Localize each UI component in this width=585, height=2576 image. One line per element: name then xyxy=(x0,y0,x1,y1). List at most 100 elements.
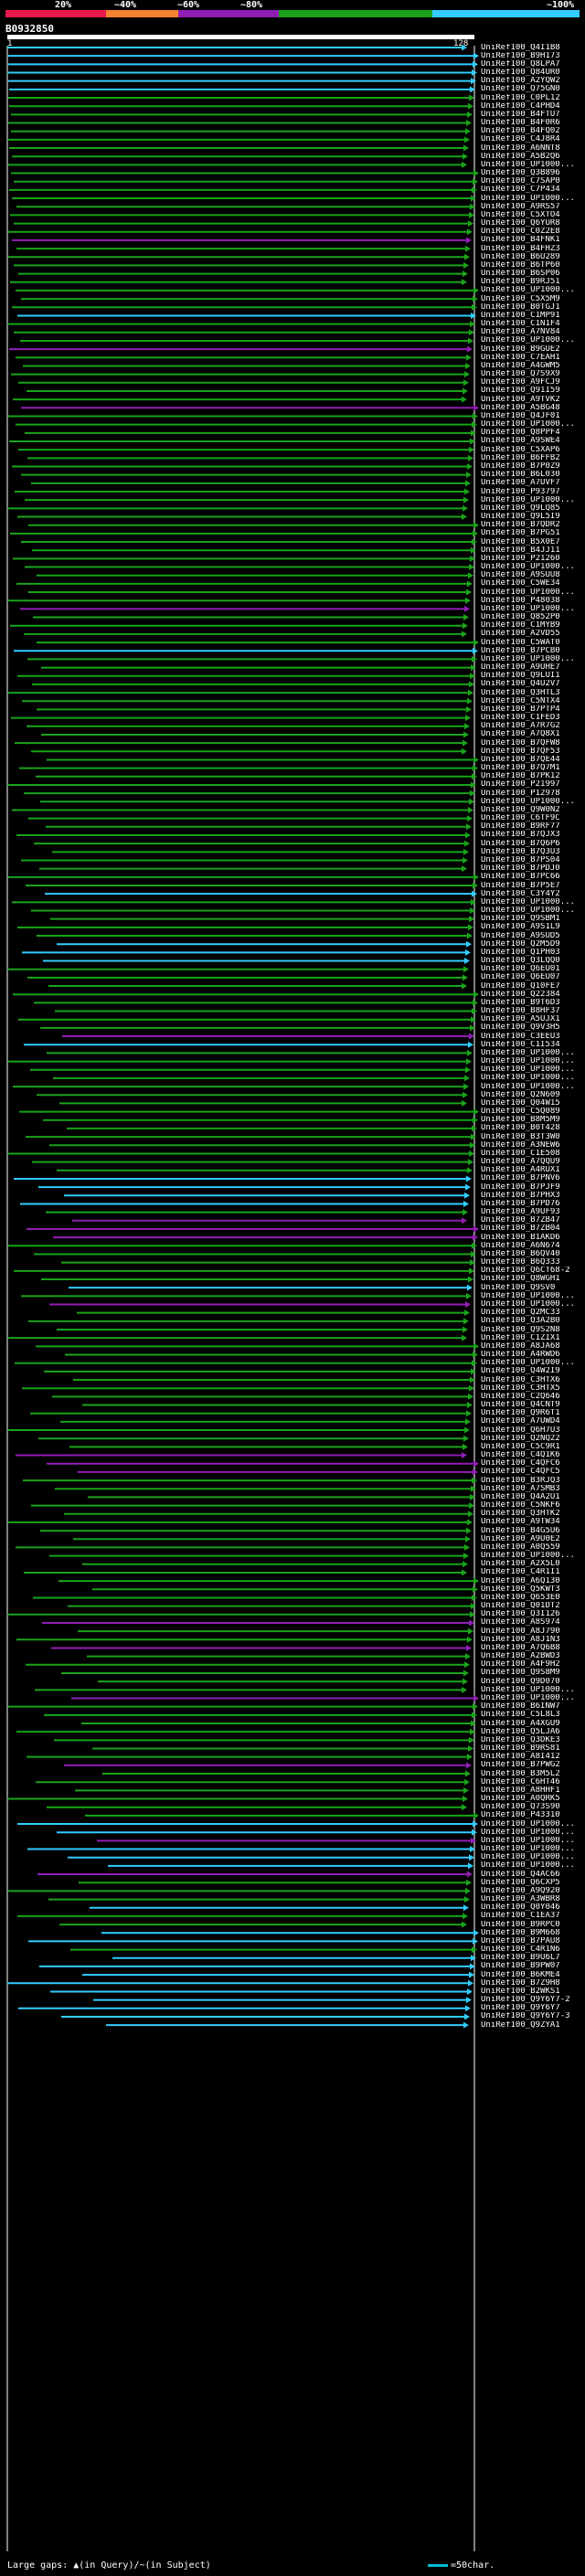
hit-label[interactable]: UniRef100_Q4AC66 xyxy=(481,1870,560,1879)
hit-label[interactable]: UniRef100_C1I534 xyxy=(481,1040,560,1049)
hit-label[interactable]: UniRef100_C1EA37 xyxy=(481,1912,560,1921)
hit-label[interactable]: UniRef100_Q2NQ22 xyxy=(481,1434,560,1443)
hit-label[interactable]: UniRef100_C5XAP6 xyxy=(481,445,560,454)
hit-label[interactable]: UniRef100_C4Q1K6 xyxy=(481,1451,560,1460)
hit-label[interactable]: UniRef100_UP1000... xyxy=(481,1552,575,1561)
hit-label[interactable]: UniRef100_A6Q130 xyxy=(481,1576,560,1585)
hit-label[interactable]: UniRef100_A5B2Q6 xyxy=(481,152,560,161)
hit-label[interactable]: UniRef100_A9SUU8 xyxy=(481,571,560,580)
hit-label[interactable]: UniRef100_UP1000... xyxy=(481,1359,575,1368)
hit-label[interactable]: UniRef100_B0T428 xyxy=(481,1124,560,1133)
hit-label[interactable]: UniRef100_A7R7G2 xyxy=(481,722,560,731)
hit-label[interactable]: UniRef100_B9RF77 xyxy=(481,822,560,832)
hit-label[interactable]: UniRef100_C0PL12 xyxy=(481,93,560,102)
hit-label[interactable]: UniRef100_Q6EU01 xyxy=(481,965,560,974)
hit-label[interactable]: UniRef100_B3RJQ3 xyxy=(481,1476,560,1485)
hit-label[interactable]: UniRef100_Q9LUI1 xyxy=(481,672,560,681)
hit-label[interactable]: UniRef100_C5NKF6 xyxy=(481,1501,560,1511)
hit-label[interactable]: UniRef100_UP1000... xyxy=(481,906,575,915)
hit-label[interactable]: UniRef100_Q91I59 xyxy=(481,387,560,396)
hit-label[interactable]: UniRef100_UP1000... xyxy=(481,1845,575,1854)
hit-label[interactable]: UniRef100_Q6YUR8 xyxy=(481,219,560,228)
hit-label[interactable]: UniRef100_UP1000... xyxy=(481,495,575,504)
hit-label[interactable]: UniRef100_C5XTO4 xyxy=(481,210,560,219)
hit-label[interactable]: UniRef100_B7QE44 xyxy=(481,755,560,764)
hit-label[interactable]: UniRef100_UP1000... xyxy=(481,1048,575,1057)
hit-label[interactable]: UniRef100_A8I412 xyxy=(481,1753,560,1762)
hit-label[interactable]: UniRef100_C7SAP0 xyxy=(481,177,560,186)
hit-label[interactable]: UniRef100_Q6CT68-2 xyxy=(481,1267,570,1276)
hit-label[interactable]: UniRef100_Q04W15 xyxy=(481,1098,560,1108)
hit-label[interactable]: UniRef100_B9RS81 xyxy=(481,1744,560,1753)
hit-label[interactable]: UniRef100_A8JA68 xyxy=(481,1341,560,1351)
hit-label[interactable]: UniRef100_A8J1N3 xyxy=(481,1635,560,1644)
hit-label[interactable]: UniRef100_Q22384 xyxy=(481,990,560,999)
hit-label[interactable]: UniRef100_P21260 xyxy=(481,554,560,563)
hit-label[interactable]: UniRef100_Q3B896 xyxy=(481,169,560,178)
hit-label[interactable]: UniRef100_B2WKS1 xyxy=(481,1987,560,1996)
hit-label[interactable]: UniRef100_B7Q3U3 xyxy=(481,847,560,856)
hit-label[interactable]: UniRef100_A9SUD5 xyxy=(481,931,560,940)
hit-label[interactable]: UniRef100_C1FED3 xyxy=(481,714,560,723)
hit-label[interactable]: UniRef100_Q1PH03 xyxy=(481,948,560,957)
hit-label[interactable]: UniRef100_Q5KWT3 xyxy=(481,1585,560,1594)
hit-label[interactable]: UniRef100_B6U289 xyxy=(481,252,560,261)
hit-label[interactable]: UniRef100_A9UHE7 xyxy=(481,663,560,673)
hit-label[interactable]: UniRef100_B4FNK1 xyxy=(481,236,560,245)
hit-label[interactable]: UniRef100_C4QFC6 xyxy=(481,1459,560,1468)
hit-label[interactable]: UniRef100_UP1000... xyxy=(481,1819,575,1829)
hit-label[interactable]: UniRef100_Q84UR0 xyxy=(481,69,560,77)
hit-label[interactable]: UniRef100_C5NTX4 xyxy=(481,696,560,705)
hit-label[interactable]: UniRef100_UP1000... xyxy=(481,1828,575,1837)
hit-label[interactable]: UniRef100_UP1000... xyxy=(481,336,575,345)
hit-label[interactable]: UniRef100_A2X5L0 xyxy=(481,1560,560,1569)
hit-label[interactable]: UniRef100_B4FTU7 xyxy=(481,110,560,119)
hit-label[interactable]: UniRef100_P48038 xyxy=(481,596,560,605)
hit-label[interactable]: UniRef100_C5X5M9 xyxy=(481,294,560,303)
hit-label[interactable]: UniRef100_Q9Y6Y7-2 xyxy=(481,1996,570,2005)
hit-label[interactable]: UniRef100_UP1000... xyxy=(481,194,575,203)
hit-label[interactable]: UniRef100_Q852P0 xyxy=(481,613,560,622)
hit-label[interactable]: UniRef100_Q0Y046 xyxy=(481,1903,560,1913)
hit-label[interactable]: UniRef100_A2VD55 xyxy=(481,630,560,639)
hit-label[interactable]: UniRef100_Q3LQQ0 xyxy=(481,957,560,966)
hit-label[interactable]: UniRef100_C5WE34 xyxy=(481,579,560,588)
hit-label[interactable]: UniRef100_B6SP06 xyxy=(481,270,560,279)
hit-label[interactable]: UniRef100_Q75GN0 xyxy=(481,85,560,94)
hit-label[interactable]: UniRef100_Q6EU07 xyxy=(481,973,560,982)
hit-label[interactable]: UniRef100_Q9D070 xyxy=(481,1677,560,1686)
hit-label[interactable]: UniRef100_C4R1I1 xyxy=(481,1568,560,1577)
hit-label[interactable]: UniRef100_B7PWG2 xyxy=(481,1761,560,1770)
hit-label[interactable]: UniRef100_UP1000... xyxy=(481,604,575,613)
hit-label[interactable]: UniRef100_Q2M5D9 xyxy=(481,939,560,949)
hit-label[interactable]: UniRef100_UP1000... xyxy=(481,588,575,597)
hit-label[interactable]: UniRef100_Q6H7U3 xyxy=(481,1426,560,1435)
hit-label[interactable]: UniRef100_B3T3W0 xyxy=(481,1132,560,1141)
hit-label[interactable]: UniRef100_B7Q6P6 xyxy=(481,839,560,848)
hit-label[interactable]: UniRef100_C5WAT0 xyxy=(481,638,560,647)
hit-label[interactable]: UniRef100_B4FQ02 xyxy=(481,127,560,136)
hit-label[interactable]: UniRef100_B7PTP4 xyxy=(481,705,560,714)
hit-label[interactable]: UniRef100_B1AKD6 xyxy=(481,1233,560,1242)
hit-label[interactable]: UniRef100_B7PHX3 xyxy=(481,1191,560,1200)
hit-label[interactable]: UniRef100_C1E508 xyxy=(481,1149,560,1158)
hit-label[interactable]: UniRef100_C1MYB9 xyxy=(481,621,560,631)
hit-label[interactable]: UniRef100_B7PJF9 xyxy=(481,1182,560,1192)
hit-label[interactable]: UniRef100_A3WBR8 xyxy=(481,1895,560,1904)
hit-label[interactable]: UniRef100_C7EAH1 xyxy=(481,353,560,362)
hit-label[interactable]: UniRef100_B7PK12 xyxy=(481,772,560,781)
hit-label[interactable]: UniRef100_C6HT46 xyxy=(481,1777,560,1786)
hit-label[interactable]: UniRef100_B7ZB47 xyxy=(481,1216,560,1225)
hit-label[interactable]: UniRef100_P43310 xyxy=(481,1811,560,1820)
hit-label[interactable]: UniRef100_B7ZB04 xyxy=(481,1224,560,1234)
hit-label[interactable]: UniRef100_B7PCB0 xyxy=(481,646,560,655)
hit-label[interactable]: UniRef100_B5X0E7 xyxy=(481,537,560,546)
hit-label[interactable]: UniRef100_B6Q333 xyxy=(481,1258,560,1267)
hit-label[interactable]: UniRef100_Q4CNT9 xyxy=(481,1401,560,1410)
hit-label[interactable]: UniRef100_A4GWM5 xyxy=(481,361,560,370)
hit-label[interactable]: UniRef100_Q9W0N2 xyxy=(481,805,560,814)
hit-label[interactable]: UniRef100_UP1000... xyxy=(481,897,575,906)
hit-label[interactable]: UniRef100_UP1000... xyxy=(481,1861,575,1871)
hit-label[interactable]: UniRef100_A9TVK2 xyxy=(481,395,560,404)
hit-label[interactable]: UniRef100_A9Q920 xyxy=(481,1886,560,1895)
